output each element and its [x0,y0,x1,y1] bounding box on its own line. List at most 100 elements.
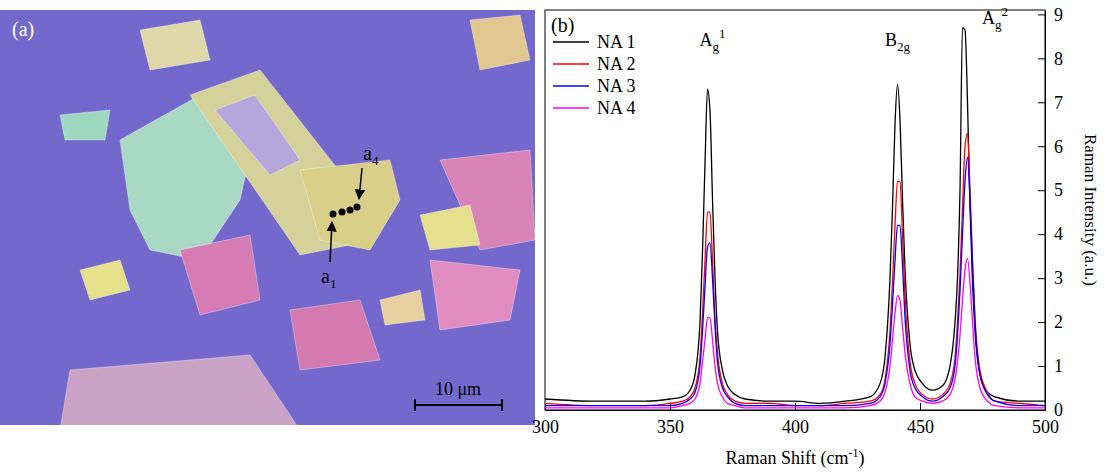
measure-point [347,207,354,214]
x-axis-title: Raman Shift (cm-1) [726,446,865,469]
peak-label-sub: g [995,17,1002,32]
x-tick-mark [670,403,671,410]
y-tick: 4 [1038,224,1063,244]
scale-bar [415,404,502,406]
flake [430,260,520,330]
arrow [330,222,332,262]
measure-point [339,209,346,216]
panel-label: (a) [12,18,34,41]
y-tick-mark [1038,322,1045,323]
point-label-base: a [321,265,330,287]
y-tick: 8 [1038,49,1063,69]
plot-frame [545,10,1045,410]
y-axis: 0 1 2 3 4 5 6 7 8 9 [1038,5,1063,421]
y-tick-label: 2 [1054,312,1063,332]
flake [420,205,480,250]
series-line [545,258,1045,407]
x-tick-label: 400 [782,417,809,437]
panel-label: (b) [551,14,574,37]
flake [470,15,530,70]
series-line [545,133,1045,406]
y-tick-mark [1038,190,1045,191]
y-tick-mark [1038,366,1045,367]
x-axis-title-sup: -1 [848,446,858,460]
y-tick-mark [1038,146,1045,147]
peak-label: Ag1 [700,26,726,54]
x-tick-mark [920,403,921,410]
point-label-sub: 1 [330,276,337,291]
legend-swatch [553,107,589,109]
flake [215,95,300,175]
legend-swatch [553,41,589,43]
peak-label-sup: 1 [719,26,726,41]
flake [180,235,260,315]
point-label-base: a [363,142,372,164]
point-label-sub: 4 [372,153,379,168]
y-tick: 9 [1038,5,1063,25]
x-tick-label: 350 [657,417,684,437]
scale-bar-cap [501,399,503,411]
x-axis-title-main: Raman Shift (cm [726,448,849,469]
y-tick-label: 7 [1054,93,1063,113]
micrograph [0,10,535,425]
measure-point [330,211,337,218]
y-tick-mark [1038,102,1045,103]
y-tick-label: 0 [1054,400,1063,420]
micrograph-background [0,10,535,425]
plot-background [545,10,1045,410]
y-tick-mark [1038,58,1045,59]
series-lines [545,28,1045,408]
scale-bar-label: 10 μm [435,379,481,399]
flake [140,20,210,70]
x-tick: 450 [907,403,934,437]
x-tick-mark [795,403,796,410]
y-tick: 3 [1038,268,1063,288]
y-tick-mark [1038,14,1045,15]
peak-label-sub: g [713,39,720,54]
y-tick: 5 [1038,180,1063,200]
arrow [359,168,362,199]
legend-swatch [553,63,589,65]
measure-point [354,204,361,211]
y-tick-label: 4 [1054,224,1063,244]
peak-label: B2g [885,30,911,54]
peak-label-base: B [885,30,897,50]
y-axis-title: Raman Intensity (a.u.) [1081,134,1100,286]
peak-label-sub: 2g [897,39,911,54]
scale-bar-cap [414,399,416,411]
peak-label-sup: 2 [1002,4,1009,19]
y-tick-mark [1038,234,1045,235]
y-tick-mark [1038,278,1045,279]
y-tick-label: 6 [1054,137,1063,157]
y-tick-label: 3 [1054,268,1063,288]
figure: (a)a1a410 μm3003504004505000123456789(b)… [0,0,1110,473]
y-tick-label: 9 [1054,5,1063,25]
y-tick-label: 1 [1054,356,1063,376]
legend-swatch [553,85,589,87]
y-tick-label: 8 [1054,49,1063,69]
x-tick-label: 300 [532,417,559,437]
flake [380,290,425,325]
peak-label-base: A [700,30,713,50]
flake [300,160,400,250]
legend-label: NA 3 [597,76,636,96]
flake [290,300,380,370]
peak-label-base: A [982,8,995,28]
legend-label: NA 4 [597,98,636,118]
legend: NA 1NA 2NA 3NA 4 [553,32,636,118]
x-axis-title-end: ) [858,448,864,469]
y-tick: 6 [1038,137,1063,157]
y-tick-label: 5 [1054,180,1063,200]
flake [60,110,110,140]
flake [80,260,130,300]
flake [60,355,300,425]
point-label: a1 [321,265,336,291]
y-tick: 1 [1038,356,1063,376]
point-label: a4 [363,142,379,168]
y-tick: 7 [1038,93,1063,113]
legend-label: NA 2 [597,54,636,74]
peak-label: Ag2 [982,4,1008,32]
legend-label: NA 1 [597,32,636,52]
x-tick-label: 450 [907,417,934,437]
y-tick: 2 [1038,312,1063,332]
